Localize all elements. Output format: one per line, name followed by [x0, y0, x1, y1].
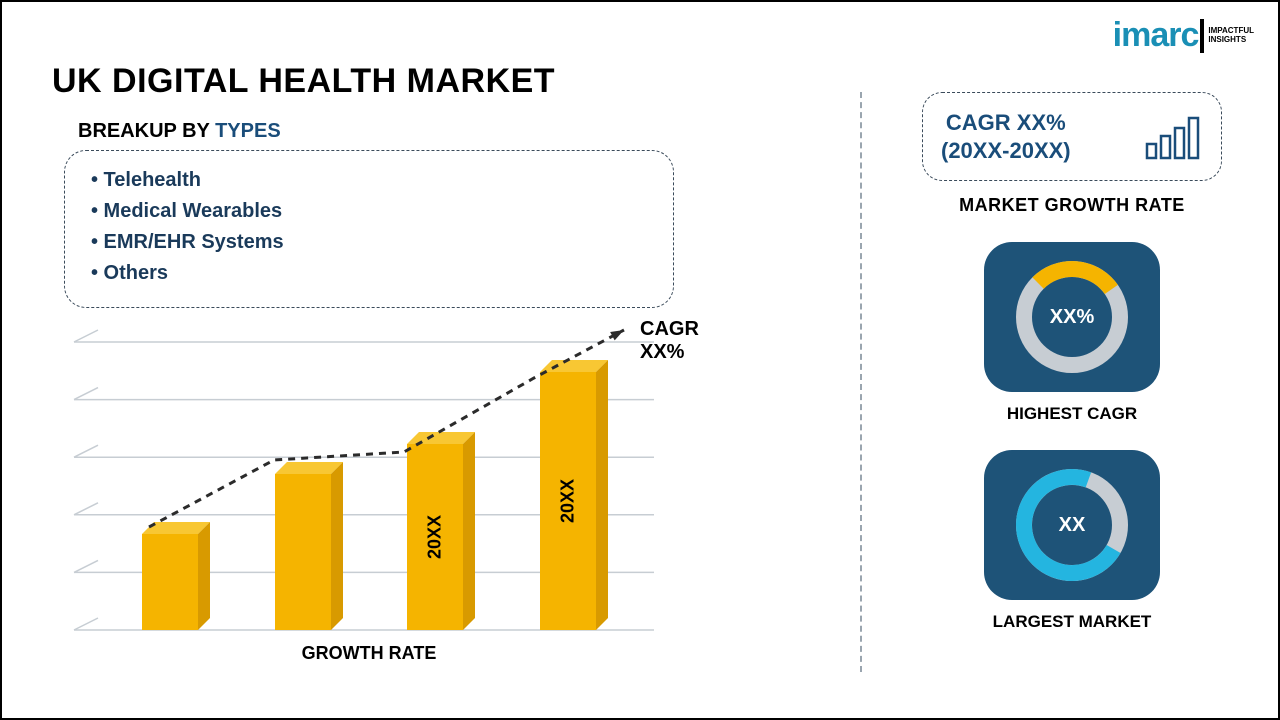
xaxis-label: GROWTH RATE — [64, 643, 674, 664]
brand-logo: imarc IMPACTFUL INSIGHTS — [1113, 16, 1254, 55]
trend-line — [64, 312, 674, 662]
types-item: • EMR/EHR Systems — [91, 227, 647, 258]
market-growth-label: MARKET GROWTH RATE — [959, 195, 1185, 216]
types-item: • Medical Wearables — [91, 196, 647, 227]
cagr-line1: CAGR XX% — [941, 109, 1071, 137]
growth-chart: 20XX20XX CAGR XX% GROWTH RATE — [64, 312, 674, 662]
vertical-divider — [860, 92, 862, 672]
highest-cagr-tile: XX% — [984, 242, 1160, 392]
bar-chart-icon — [1143, 112, 1203, 162]
types-box: • Telehealth• Medical Wearables• EMR/EHR… — [64, 150, 674, 308]
page-title: UK DIGITAL HEALTH MARKET — [52, 62, 555, 101]
right-column: CAGR XX% (20XX-20XX) MARKET GROWTH RATE … — [892, 92, 1252, 632]
subtitle: BREAKUP BY TYPES — [78, 120, 281, 143]
cagr-text: CAGR XX% (20XX-20XX) — [941, 109, 1071, 164]
tile1-value: XX% — [1050, 306, 1094, 329]
subtitle-prefix: BREAKUP BY — [78, 120, 215, 142]
cagr-box: CAGR XX% (20XX-20XX) — [922, 92, 1222, 181]
largest-market-tile: XX — [984, 450, 1160, 600]
cagr-line2: (20XX-20XX) — [941, 137, 1071, 165]
trend-label: CAGR XX% — [640, 318, 699, 364]
types-item: • Telehealth — [91, 165, 647, 196]
tile2-label: LARGEST MARKET — [993, 612, 1152, 632]
subtitle-accent: TYPES — [215, 120, 281, 142]
tile1-label: HIGHEST CAGR — [1007, 404, 1137, 424]
logo-tagline: IMPACTFUL INSIGHTS — [1208, 27, 1254, 45]
logo-divider — [1200, 19, 1204, 53]
tile2-value: XX — [1059, 514, 1086, 537]
logo-text: imarc — [1113, 16, 1199, 55]
types-item: • Others — [91, 258, 647, 289]
